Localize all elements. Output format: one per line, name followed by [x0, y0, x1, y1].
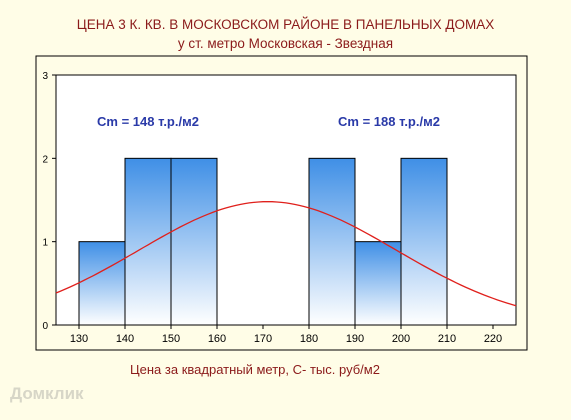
- normal-fit-curve: [55, 201, 517, 307]
- x-tick-label: 180: [300, 333, 318, 345]
- x-tick-label: 210: [438, 333, 456, 345]
- x-tick-label: 190: [346, 333, 364, 345]
- histogram-bar-2: [124, 157, 172, 326]
- histogram-bar-1: [78, 241, 126, 326]
- y-tick-label: 0: [42, 321, 48, 332]
- chart-subtitle: у ст. метро Московская - Звездная: [177, 36, 394, 51]
- x-tick-label: 170: [254, 333, 272, 345]
- histogram-bar-5: [354, 241, 402, 326]
- x-tick-label: 140: [116, 333, 134, 345]
- histogram-bar-6: [400, 157, 448, 326]
- annotation-right: Cm = 188 т.р./м2: [338, 114, 440, 129]
- x-axis-label: Цена за квадратный метр, С- тыс. руб/м2: [130, 362, 380, 377]
- x-tick-label: 150: [162, 333, 180, 345]
- x-tick-label: 200: [392, 333, 410, 345]
- histogram-bar-3: [170, 157, 218, 326]
- chart-title: ЦЕНА 3 К. КВ. В МОСКОВСКОМ РАЙОНЕ В ПАНЕ…: [76, 17, 495, 32]
- watermark-logo: Домклик: [10, 384, 84, 403]
- annotation-left: Cm = 148 т.р./м2: [97, 114, 199, 129]
- y-tick-label: 2: [42, 154, 48, 165]
- x-tick-label: 130: [70, 333, 88, 345]
- histogram-bar-4: [308, 157, 356, 326]
- y-tick-label: 1: [42, 238, 48, 249]
- x-tick-label: 220: [484, 333, 502, 345]
- outer-frame: [35, 55, 528, 351]
- y-tick-label: 3: [42, 71, 48, 82]
- x-tick-label: 160: [208, 333, 226, 345]
